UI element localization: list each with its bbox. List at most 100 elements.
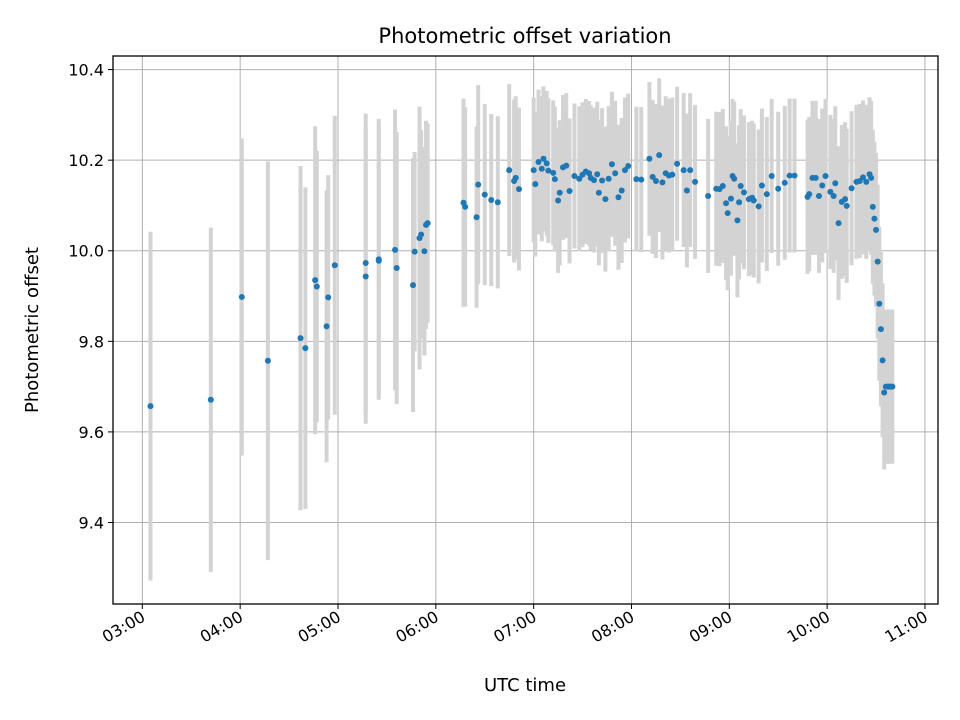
data-point <box>512 174 519 181</box>
data-point <box>621 167 628 174</box>
data-point <box>860 174 866 181</box>
data-point <box>683 187 690 194</box>
data-point <box>740 189 747 196</box>
data-point <box>763 191 770 198</box>
data-point <box>835 220 842 227</box>
data-point <box>843 202 850 209</box>
data-point <box>775 185 782 192</box>
data-point <box>331 262 338 269</box>
data-point <box>868 174 875 181</box>
data-point <box>535 158 542 165</box>
data-point <box>618 187 625 194</box>
y-tick-label: 10.2 <box>68 151 104 170</box>
data-point <box>421 248 428 255</box>
data-point <box>313 283 320 290</box>
data-point <box>602 196 609 203</box>
data-point <box>876 300 883 307</box>
data-point <box>881 389 888 396</box>
data-point <box>669 171 676 178</box>
y-tick-label: 9.8 <box>79 332 104 351</box>
data-point <box>605 175 612 182</box>
data-point <box>737 182 744 189</box>
data-point <box>375 256 382 263</box>
data-point <box>556 189 563 196</box>
data-point <box>599 177 606 184</box>
data-point <box>481 191 488 198</box>
data-point <box>719 182 726 189</box>
data-point <box>723 200 730 207</box>
data-point <box>842 196 849 203</box>
data-point <box>566 187 573 194</box>
data-point <box>411 248 418 255</box>
data-point <box>830 192 837 199</box>
x-tick-label: 11:00 <box>882 607 931 647</box>
y-tick-label: 9.6 <box>79 423 104 442</box>
data-point <box>680 167 687 174</box>
data-point <box>786 172 793 179</box>
data-points <box>147 152 896 410</box>
data-point <box>736 199 743 206</box>
data-point <box>612 170 619 177</box>
data-point <box>595 189 602 196</box>
data-point <box>646 155 653 162</box>
data-point <box>674 160 681 167</box>
data-point <box>758 182 765 189</box>
data-point <box>615 194 622 201</box>
data-point <box>297 335 304 342</box>
data-point <box>238 293 245 300</box>
data-point <box>506 167 513 174</box>
data-point <box>590 177 597 184</box>
data-point <box>755 203 762 210</box>
data-point <box>571 173 578 180</box>
error-bars <box>148 78 895 581</box>
data-point <box>812 174 819 181</box>
data-point <box>312 277 319 284</box>
data-point <box>424 220 431 227</box>
data-point <box>543 160 550 167</box>
data-point <box>877 326 884 333</box>
data-point <box>393 264 400 271</box>
data-point <box>540 155 547 162</box>
x-tick-label: 06:00 <box>392 607 441 647</box>
data-point <box>555 197 562 204</box>
data-point <box>563 162 570 169</box>
x-tick-label: 10:00 <box>784 607 833 647</box>
data-point <box>586 170 593 177</box>
x-tick-label: 09:00 <box>686 607 735 647</box>
data-point <box>625 163 632 170</box>
data-point <box>731 175 738 182</box>
data-point <box>488 197 495 204</box>
data-point <box>781 179 788 186</box>
grid-lines <box>113 56 938 604</box>
y-axis-title: Photometric offset <box>22 247 43 413</box>
x-tick-label: 08:00 <box>588 607 637 647</box>
data-point <box>207 396 214 403</box>
data-point <box>462 203 469 210</box>
data-point <box>832 180 839 187</box>
data-point <box>863 178 870 185</box>
data-point <box>791 172 798 179</box>
data-point <box>819 182 826 189</box>
data-point <box>768 173 775 180</box>
data-point <box>576 175 583 182</box>
data-point <box>473 214 480 221</box>
data-point <box>727 195 734 202</box>
data-point <box>692 178 699 185</box>
data-point <box>873 226 880 233</box>
data-point <box>550 169 557 176</box>
data-point <box>705 192 712 199</box>
data-point <box>418 231 425 238</box>
data-point <box>392 246 399 253</box>
data-point <box>515 186 522 193</box>
data-point <box>659 179 666 186</box>
data-point <box>302 345 309 352</box>
data-point <box>848 185 855 192</box>
data-point <box>532 181 539 188</box>
data-point <box>822 173 829 180</box>
data-point <box>734 217 741 224</box>
data-point <box>608 161 615 168</box>
plot-frame <box>112 55 939 605</box>
data-point <box>656 152 663 159</box>
y-axis: 9.4 9.6 9.8 10.0 10.2 10.4 <box>68 61 113 532</box>
